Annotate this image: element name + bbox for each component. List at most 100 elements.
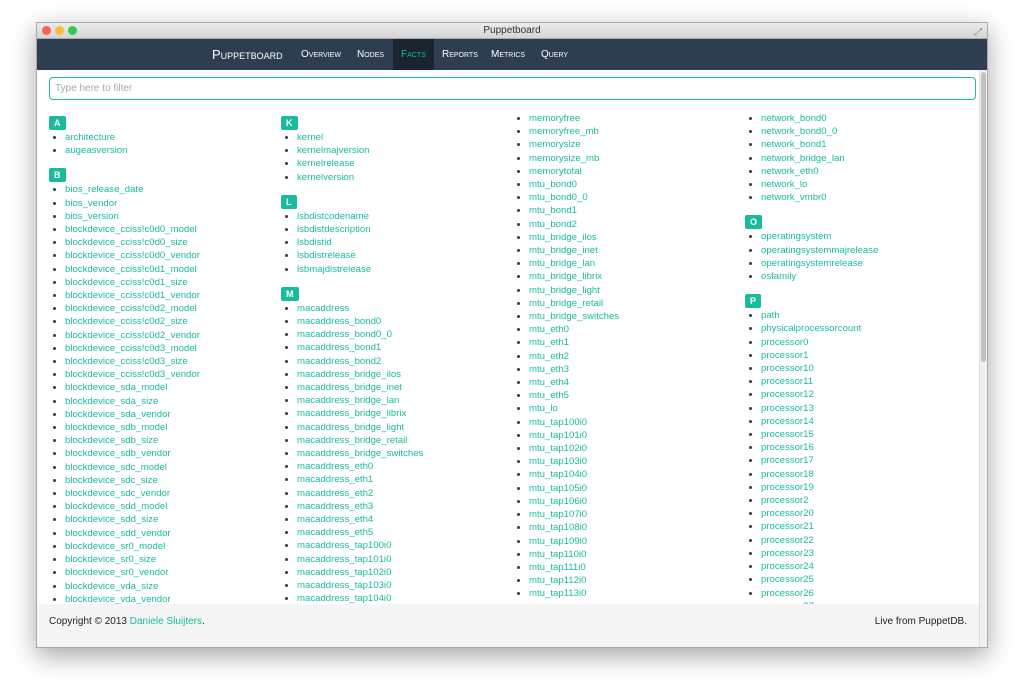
fact-link[interactable]: macaddress_bridge_switches xyxy=(297,448,424,460)
fact-link[interactable]: processor17 xyxy=(761,455,814,467)
fact-link[interactable]: macaddress_bond2 xyxy=(297,355,382,367)
fact-link[interactable]: blockdevice_sdd_vendor xyxy=(65,527,171,539)
fact-link[interactable]: mtu_tap104i0 xyxy=(529,469,588,481)
fact-link[interactable]: mtu_bond1 xyxy=(529,205,578,217)
nav-nodes[interactable]: Nodes xyxy=(357,49,385,60)
fact-link[interactable]: processor18 xyxy=(761,468,814,480)
fact-link[interactable]: blockdevice_sdc_model xyxy=(65,461,167,473)
nav-overview[interactable]: Overview xyxy=(301,49,341,60)
fact-link[interactable]: processor11 xyxy=(761,376,814,388)
fact-link[interactable]: macaddress xyxy=(297,302,350,314)
fact-link[interactable]: macaddress_tap104i0 xyxy=(297,593,392,604)
fact-link[interactable]: lsbmajdistrelease xyxy=(297,263,372,275)
fact-link[interactable]: kernel xyxy=(297,132,324,143)
fact-link[interactable]: blockdevice_cciss!c0d1_vendor xyxy=(65,290,200,302)
fact-link[interactable]: network_vmbr0 xyxy=(761,192,827,204)
fact-link[interactable]: blockdevice_sda_model xyxy=(65,382,168,394)
fact-link[interactable]: blockdevice_sdd_size xyxy=(65,514,159,526)
fact-link[interactable]: macaddress_bridge_retail xyxy=(297,434,408,446)
author-link[interactable]: Daniele Sluijters xyxy=(129,616,203,627)
fact-link[interactable]: mtu_eth1 xyxy=(529,337,570,349)
brand-link[interactable]: Puppetboard xyxy=(212,47,283,62)
fact-link[interactable]: path xyxy=(761,310,780,322)
fact-link[interactable]: network_lo xyxy=(761,179,808,191)
fact-link[interactable]: network_bridge_lan xyxy=(761,152,845,164)
fact-link[interactable]: blockdevice_sr0_vendor xyxy=(65,567,169,579)
fact-link[interactable]: mtu_tap108i0 xyxy=(529,522,588,534)
fact-link[interactable]: mtu_bond0_0 xyxy=(529,192,588,204)
fact-link[interactable]: mtu_bond2 xyxy=(529,218,578,230)
fact-link[interactable]: processor14 xyxy=(761,415,814,427)
fact-link[interactable]: processor24 xyxy=(761,561,814,573)
fact-link[interactable]: blockdevice_sdb_model xyxy=(65,422,168,434)
fact-link[interactable]: processor21 xyxy=(761,521,814,533)
fact-link[interactable]: processor12 xyxy=(761,389,814,401)
fact-link[interactable]: blockdevice_sdb_vendor xyxy=(65,448,171,460)
fact-link[interactable]: macaddress_eth3 xyxy=(297,500,374,512)
fact-link[interactable]: macaddress_eth2 xyxy=(297,487,374,499)
fact-link[interactable]: memoryfree xyxy=(529,113,581,124)
fact-link[interactable]: mtu_tap102i0 xyxy=(529,443,588,455)
fact-link[interactable]: kernelmajversion xyxy=(297,145,370,157)
fact-link[interactable]: operatingsystem xyxy=(761,231,832,243)
fact-link[interactable]: macaddress_eth5 xyxy=(297,527,374,539)
fact-link[interactable]: macaddress_eth1 xyxy=(297,474,374,486)
fact-link[interactable]: network_bond1 xyxy=(761,139,827,151)
filter-input[interactable] xyxy=(49,77,976,100)
fact-link[interactable]: lsbdistdescription xyxy=(297,224,371,236)
fact-link[interactable]: processor25 xyxy=(761,574,814,586)
fact-link[interactable]: macaddress_bridge_lan xyxy=(297,395,400,407)
scrollbar[interactable] xyxy=(979,70,987,647)
fact-link[interactable]: macaddress_bridge_light xyxy=(297,421,405,433)
fact-link[interactable]: mtu_bridge_inet xyxy=(529,245,598,257)
fact-link[interactable]: processor27 xyxy=(761,601,814,604)
fact-link[interactable]: memorytotal xyxy=(529,165,582,177)
fact-link[interactable]: blockdevice_sdd_model xyxy=(65,501,168,513)
fact-link[interactable]: blockdevice_cciss!c0d2_vendor xyxy=(65,329,200,341)
fact-link[interactable]: processor20 xyxy=(761,508,814,520)
fact-link[interactable]: mtu_eth4 xyxy=(529,377,570,389)
fact-link[interactable]: processor10 xyxy=(761,363,814,375)
fact-link[interactable]: blockdevice_sr0_size xyxy=(65,554,157,566)
fact-link[interactable]: mtu_bridge_ilos xyxy=(529,231,597,243)
fact-link[interactable]: network_eth0 xyxy=(761,165,819,177)
fact-link[interactable]: architecture xyxy=(65,132,116,143)
fact-link[interactable]: blockdevice_cciss!c0d3_size xyxy=(65,356,188,368)
fact-link[interactable]: mtu_tap107i0 xyxy=(529,509,588,521)
fact-link[interactable]: mtu_tap112i0 xyxy=(529,575,587,587)
fact-link[interactable]: mtu_tap113i0 xyxy=(529,588,587,600)
fact-link[interactable]: blockdevice_cciss!c0d0_size xyxy=(65,237,188,249)
fact-link[interactable]: macaddress_bond1 xyxy=(297,342,382,354)
fact-link[interactable]: mtu_lo xyxy=(529,403,558,415)
nav-metrics[interactable]: Metrics xyxy=(491,49,525,60)
scrollbar-thumb[interactable] xyxy=(981,72,986,362)
fact-link[interactable]: macaddress_bond0_0 xyxy=(297,329,392,341)
fact-link[interactable]: processor16 xyxy=(761,442,814,454)
fact-link[interactable]: mtu_tap100i0 xyxy=(529,416,588,428)
fact-link[interactable]: macaddress_tap100i0 xyxy=(297,540,392,552)
fact-link[interactable]: processor22 xyxy=(761,534,814,546)
nav-facts[interactable]: Facts xyxy=(393,39,434,70)
fact-link[interactable]: mtu_bridge_switches xyxy=(529,311,620,323)
fact-link[interactable]: blockdevice_vda_size xyxy=(65,580,159,592)
fact-link[interactable]: blockdevice_cciss!c0d0_model xyxy=(65,224,197,236)
fact-link[interactable]: network_bond0 xyxy=(761,113,827,124)
fact-link[interactable]: osfamily xyxy=(761,271,797,283)
fact-link[interactable]: blockdevice_sdb_size xyxy=(65,435,159,447)
minimize-window-button[interactable] xyxy=(55,26,64,35)
fact-link[interactable]: processor15 xyxy=(761,429,814,441)
fact-link[interactable]: mtu_tap110i0 xyxy=(529,548,587,560)
fullscreen-icon[interactable]: ⤢ xyxy=(974,27,982,38)
fact-link[interactable]: network_bond0_0 xyxy=(761,126,838,138)
fact-link[interactable]: mtu_bridge_librix xyxy=(529,271,603,283)
fact-link[interactable]: bios_vendor xyxy=(65,197,118,209)
fact-link[interactable]: blockdevice_cciss!c0d1_model xyxy=(65,263,197,275)
fact-link[interactable]: blockdevice_cciss!c0d0_vendor xyxy=(65,250,200,262)
fact-link[interactable]: processor1 xyxy=(761,349,809,361)
fact-link[interactable]: lsbdistrelease xyxy=(297,250,356,262)
fact-link[interactable]: macaddress_bridge_ilos xyxy=(297,368,401,380)
fact-link[interactable]: macaddress_tap102i0 xyxy=(297,566,392,578)
fact-link[interactable]: macaddress_tap101i0 xyxy=(297,553,392,565)
fact-link[interactable]: macaddress_bridge_librix xyxy=(297,408,407,420)
fact-link[interactable]: blockdevice_cciss!c0d2_size xyxy=(65,316,188,328)
